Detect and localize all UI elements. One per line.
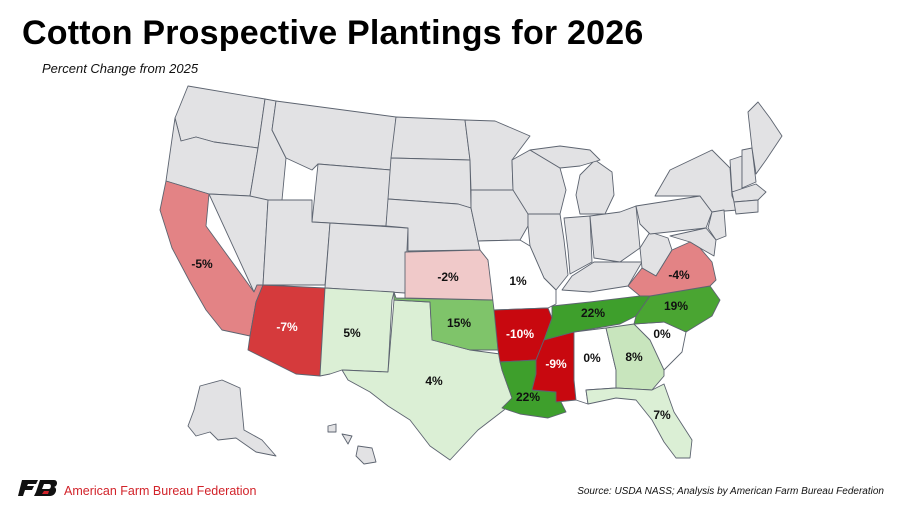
state-michigan-upper (529, 145, 601, 169)
state-connecticut (733, 199, 759, 215)
afbf-logo-icon (18, 480, 57, 496)
label-georgia: 8% (625, 350, 643, 364)
label-arizona: -7% (276, 320, 298, 334)
state-montana (271, 100, 397, 171)
label-north-carolina: 19% (664, 299, 688, 313)
state-kentucky (561, 261, 643, 293)
label-virginia: -4% (668, 268, 690, 282)
state-maine (747, 101, 783, 175)
label-kansas: -2% (437, 270, 459, 284)
label-oklahoma: 15% (447, 316, 471, 330)
label-california: -5% (191, 257, 213, 271)
state-new-york (654, 149, 739, 213)
state-north-carolina (633, 285, 721, 333)
label-alabama: 0% (583, 351, 601, 365)
state-alaska (187, 379, 277, 457)
source-note: Source: USDA NASS; Analysis by American … (577, 486, 884, 497)
label-tennessee: 22% (581, 306, 605, 320)
map-subtitle: Percent Change from 2025 (42, 61, 199, 76)
state-hawaii (327, 423, 377, 465)
state-michigan (575, 159, 615, 215)
state-north-dakota (390, 116, 471, 161)
state-colorado (324, 222, 409, 294)
state-tennessee (543, 295, 651, 341)
state-nebraska (385, 198, 481, 252)
state-massachusetts (731, 183, 767, 203)
state-new-jersey (707, 209, 727, 241)
state-new-hampshire (741, 147, 757, 189)
state-utah (262, 199, 331, 286)
label-florida: 7% (653, 408, 671, 422)
organization-name: American Farm Bureau Federation (64, 484, 257, 498)
state-virginia (627, 241, 717, 297)
label-new-mexico: 5% (343, 326, 361, 340)
state-missouri (477, 239, 557, 311)
label-texas: 4% (425, 374, 443, 388)
state-florida (585, 383, 693, 459)
state-vermont (729, 155, 743, 193)
label-mississippi: -9% (545, 357, 567, 371)
label-missouri: 1% (509, 274, 527, 288)
label-south-carolina: 0% (653, 327, 671, 341)
state-pennsylvania (635, 195, 713, 235)
state-indiana (563, 215, 593, 275)
label-arkansas: -10% (506, 327, 534, 341)
label-louisiana: 22% (516, 390, 540, 404)
state-wyoming (311, 163, 392, 227)
map-title: Cotton Prospective Plantings for 2026 (22, 14, 644, 52)
